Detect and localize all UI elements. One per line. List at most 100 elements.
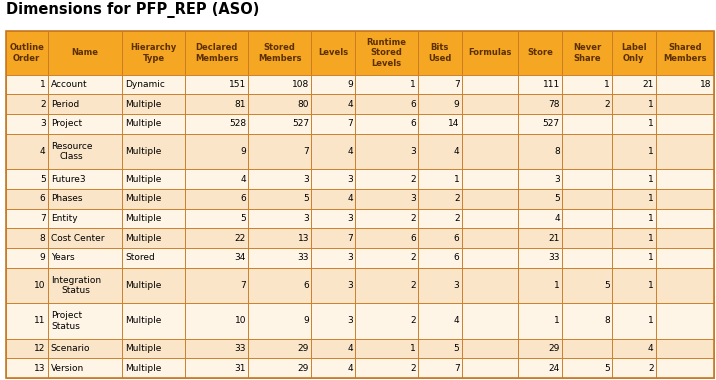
Bar <box>462 248 518 268</box>
Bar <box>6 169 48 189</box>
Text: 2: 2 <box>454 194 460 203</box>
Bar <box>48 94 122 114</box>
Bar <box>562 134 612 169</box>
Bar <box>248 209 311 228</box>
Bar <box>311 358 355 378</box>
Text: 1: 1 <box>648 174 654 184</box>
Text: 1: 1 <box>648 234 654 243</box>
Bar <box>462 228 518 248</box>
Bar <box>122 248 185 268</box>
Text: Stored: Stored <box>125 253 155 262</box>
Text: Multiple: Multiple <box>125 281 161 290</box>
Bar <box>562 248 612 268</box>
Bar <box>122 169 185 189</box>
Text: Resource
Class: Resource Class <box>51 142 92 161</box>
Text: 1: 1 <box>648 253 654 262</box>
Bar <box>562 358 612 378</box>
Bar <box>48 303 122 339</box>
Bar <box>185 74 248 94</box>
Text: 5: 5 <box>454 344 460 353</box>
Text: Label
Only: Label Only <box>621 43 647 63</box>
Bar <box>185 303 248 339</box>
Text: 21: 21 <box>548 234 560 243</box>
Text: 1: 1 <box>554 317 560 325</box>
Text: 7: 7 <box>347 119 353 128</box>
Text: 8: 8 <box>40 234 46 243</box>
Bar <box>122 189 185 209</box>
Bar <box>562 339 612 358</box>
Bar <box>518 169 562 189</box>
Bar <box>122 268 185 303</box>
Bar <box>248 339 311 358</box>
Text: 31: 31 <box>235 364 246 373</box>
Bar <box>48 31 122 74</box>
Bar <box>6 134 48 169</box>
Text: 4: 4 <box>454 147 460 156</box>
Bar <box>518 228 562 248</box>
Bar <box>122 358 185 378</box>
Bar <box>612 268 656 303</box>
Bar <box>6 248 48 268</box>
Text: Multiple: Multiple <box>125 100 161 109</box>
Text: Account: Account <box>51 80 87 89</box>
Bar <box>518 303 562 339</box>
Bar <box>562 169 612 189</box>
Text: 13: 13 <box>298 234 309 243</box>
Bar <box>248 303 311 339</box>
Bar <box>612 339 656 358</box>
Bar <box>248 169 311 189</box>
Text: 33: 33 <box>548 253 560 262</box>
Bar <box>612 169 656 189</box>
Bar <box>48 268 122 303</box>
Bar <box>311 134 355 169</box>
Bar <box>185 228 248 248</box>
Bar <box>612 189 656 209</box>
Bar <box>185 268 248 303</box>
Bar <box>355 189 418 209</box>
Bar <box>612 114 656 134</box>
Text: 527: 527 <box>543 119 560 128</box>
Text: 3: 3 <box>347 174 353 184</box>
Text: 29: 29 <box>298 364 309 373</box>
Bar <box>311 268 355 303</box>
Text: 3: 3 <box>347 214 353 223</box>
Text: 21: 21 <box>642 80 654 89</box>
Text: 18: 18 <box>700 80 712 89</box>
Text: 1: 1 <box>648 317 654 325</box>
Text: 3: 3 <box>40 119 46 128</box>
Text: Never
Share: Never Share <box>573 43 601 63</box>
Bar <box>462 339 518 358</box>
Text: 10: 10 <box>235 317 246 325</box>
Text: Multiple: Multiple <box>125 344 161 353</box>
Text: Phases: Phases <box>51 194 82 203</box>
Bar <box>48 209 122 228</box>
Bar <box>185 134 248 169</box>
Bar <box>248 134 311 169</box>
Bar <box>518 339 562 358</box>
Text: Runtime
Stored
Levels: Runtime Stored Levels <box>367 38 407 68</box>
Text: 1: 1 <box>40 80 46 89</box>
Bar <box>48 339 122 358</box>
Text: Scenario: Scenario <box>51 344 90 353</box>
Text: 34: 34 <box>235 253 246 262</box>
Bar <box>612 228 656 248</box>
Text: 1: 1 <box>648 119 654 128</box>
Text: Outline
Order: Outline Order <box>9 43 44 63</box>
Bar <box>6 228 48 248</box>
Text: 5: 5 <box>304 194 309 203</box>
Bar <box>418 339 462 358</box>
Bar <box>562 268 612 303</box>
Bar <box>518 134 562 169</box>
Text: 6: 6 <box>304 281 309 290</box>
Bar <box>656 134 714 169</box>
Bar <box>6 268 48 303</box>
Text: 2: 2 <box>40 100 46 109</box>
Text: 2: 2 <box>454 214 460 223</box>
Bar <box>656 339 714 358</box>
Bar <box>311 248 355 268</box>
Bar <box>185 248 248 268</box>
Bar <box>311 303 355 339</box>
Text: 6: 6 <box>410 100 416 109</box>
Bar <box>311 169 355 189</box>
Bar <box>562 31 612 74</box>
